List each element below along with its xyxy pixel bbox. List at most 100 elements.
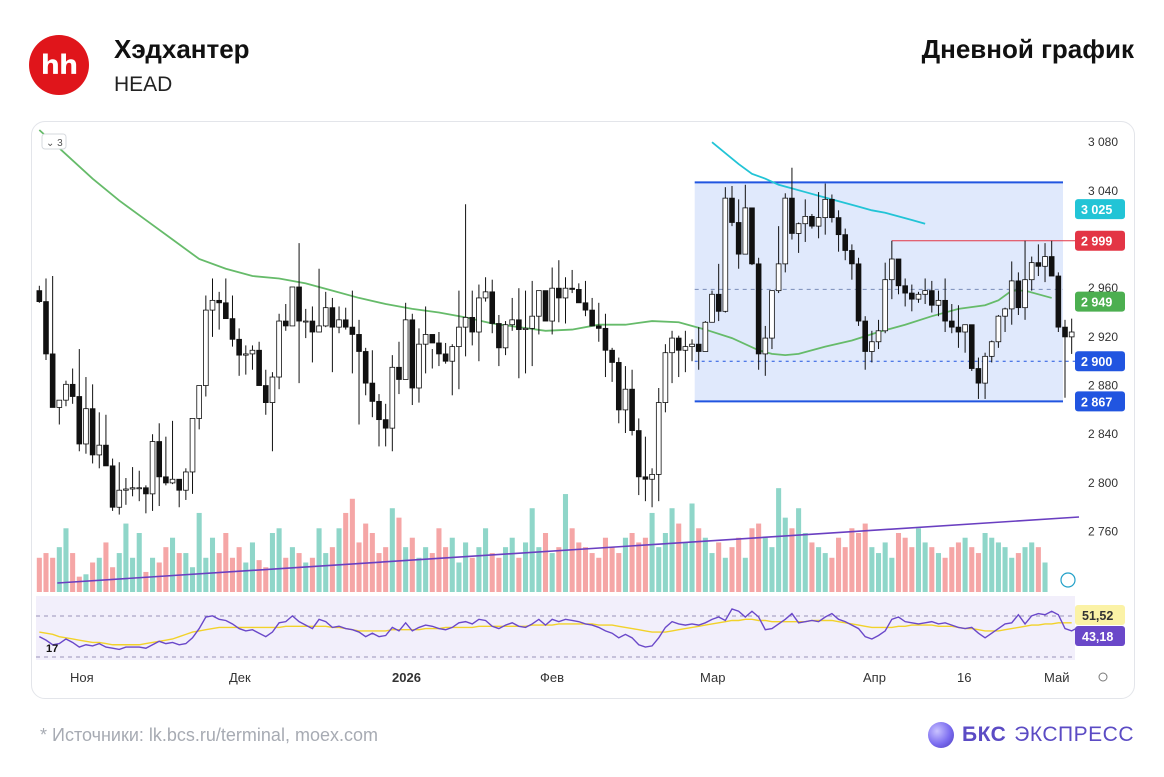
candle-body <box>789 197 795 234</box>
candle-body <box>802 216 809 225</box>
candle-body <box>709 293 715 323</box>
candle-body <box>902 285 908 294</box>
candle-body <box>702 321 709 352</box>
volume-bar <box>522 542 529 592</box>
candle-body <box>909 292 915 300</box>
volume-bar <box>882 542 888 592</box>
candle-body <box>948 320 955 328</box>
volume-bar <box>869 547 875 592</box>
volume-bar <box>542 533 549 592</box>
price-label-badge <box>1075 230 1125 251</box>
candle-body <box>635 430 642 478</box>
volume-bar <box>955 542 961 592</box>
volume-bar <box>63 528 69 592</box>
volume-bar <box>316 528 322 592</box>
candle-body <box>549 287 555 322</box>
candle-body <box>496 323 502 349</box>
candle-body <box>795 223 802 234</box>
volume-bar <box>549 553 555 592</box>
candle-body <box>595 325 602 329</box>
price-label-badge <box>1075 199 1125 220</box>
volume-bar <box>256 560 262 592</box>
volume-bar <box>70 553 76 592</box>
volume-bar <box>949 547 955 592</box>
candle-body <box>1015 280 1022 309</box>
candle-body <box>349 326 356 335</box>
candle-body <box>436 342 442 355</box>
candle-body <box>476 297 482 333</box>
volume-bar <box>236 547 242 592</box>
candle-body <box>1008 280 1015 310</box>
volume-bar <box>749 528 755 592</box>
volume-bar <box>349 498 355 592</box>
candle-body <box>775 263 782 292</box>
rsi-value: 43,18 <box>1082 630 1113 644</box>
candle-body <box>56 399 63 408</box>
volume-bar <box>689 503 695 592</box>
candle-body <box>556 287 562 299</box>
candle-body <box>522 327 529 330</box>
candle-body <box>229 318 236 340</box>
candle-body <box>589 309 595 327</box>
volume-bar <box>616 553 622 592</box>
volume-bar <box>762 537 768 592</box>
candle-body <box>1002 308 1008 317</box>
candle-body <box>176 478 182 491</box>
volume-bar <box>682 542 688 592</box>
volume-bar <box>922 542 928 592</box>
x-tick-label: 2026 <box>392 670 421 685</box>
volume-bar <box>356 542 362 592</box>
candle-body <box>1022 279 1028 309</box>
volume-bar <box>636 542 642 592</box>
candle-body <box>849 250 855 265</box>
volume-bar <box>769 547 775 592</box>
volume-bar <box>989 537 995 592</box>
volume-bar <box>189 567 196 592</box>
price-label-badge <box>1075 351 1125 372</box>
volume-bar <box>469 557 475 592</box>
volume-bar <box>150 557 156 592</box>
candle-body <box>576 289 582 304</box>
volume-bar <box>303 562 309 592</box>
volume-bar <box>83 574 89 592</box>
volume-bar <box>343 512 349 592</box>
volume-bar <box>403 547 409 592</box>
volume-bar <box>176 553 182 592</box>
volume-bar <box>756 523 762 592</box>
candle-body <box>289 286 296 327</box>
candle-body <box>342 319 349 328</box>
rsi-line <box>39 608 1079 651</box>
volume-bar <box>136 533 142 592</box>
candle-body <box>869 341 875 352</box>
volume-bar <box>656 547 662 592</box>
chart-panel[interactable]: 3 080 3 040 2 960 2 920 2 880 2 840 2 800 2 760… <box>31 121 1135 699</box>
candle-body <box>1028 262 1035 281</box>
candle-body <box>89 408 96 456</box>
volume-bar <box>649 512 655 592</box>
y-tick-label: 3 080 <box>1088 135 1118 149</box>
candle-body <box>755 263 762 355</box>
candle-body <box>209 299 216 311</box>
candle-body <box>542 290 549 322</box>
candle-body <box>143 487 149 495</box>
volume-bar <box>243 562 249 592</box>
candle-body <box>622 388 629 411</box>
volume-bar <box>909 547 915 592</box>
candle-body <box>489 291 496 324</box>
candle-body <box>83 408 89 445</box>
volume-bar <box>982 533 988 592</box>
volume-bar <box>1009 557 1015 592</box>
volume-bar <box>296 553 302 592</box>
volume-bar <box>716 542 722 592</box>
candle-body <box>249 349 256 355</box>
volume-bar <box>902 537 908 592</box>
volume-bar <box>509 537 515 592</box>
y-tick-label: 2 800 <box>1088 476 1118 490</box>
candle-body <box>156 441 163 478</box>
volume-bar <box>709 553 715 592</box>
volume-bar <box>196 512 202 592</box>
candle-body <box>675 337 682 351</box>
brand-logo: БКС ЭКСПРЕСС <box>927 722 1134 748</box>
